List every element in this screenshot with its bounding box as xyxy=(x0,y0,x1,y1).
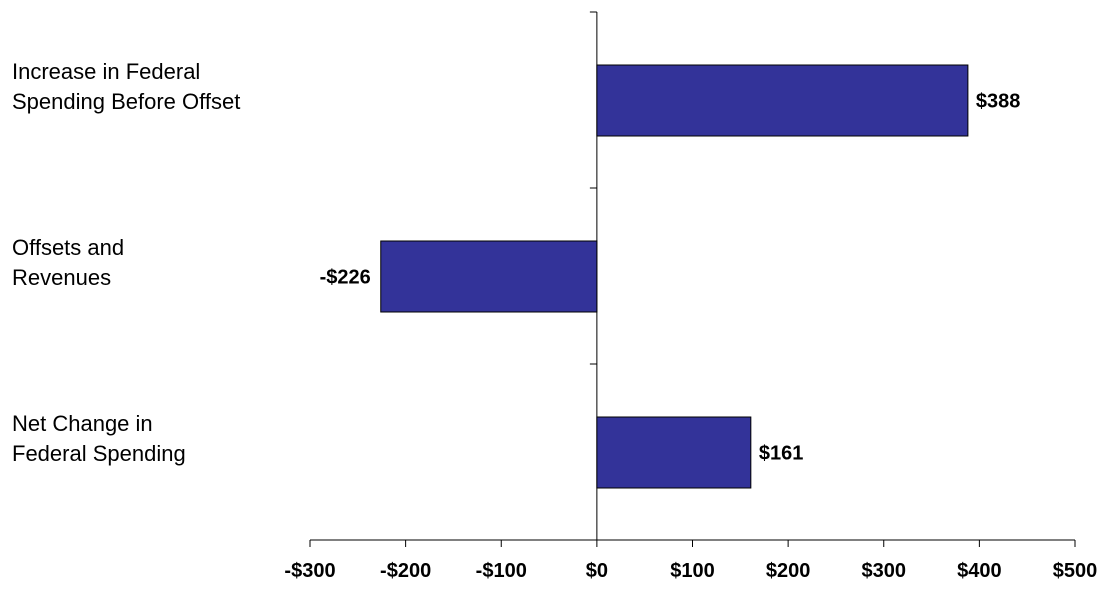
x-tick-label: -$200 xyxy=(380,560,431,582)
category-label: Federal Spending xyxy=(12,441,186,466)
x-tick-label: $300 xyxy=(862,560,907,582)
category-label: Increase in Federal xyxy=(12,59,200,84)
data-label: -$226 xyxy=(320,267,371,289)
category-label: Revenues xyxy=(12,265,111,290)
x-tick-label: -$300 xyxy=(284,560,335,582)
x-tick-label: $0 xyxy=(586,560,608,582)
x-tick-label: $500 xyxy=(1053,560,1098,582)
x-tick-label: $100 xyxy=(670,560,715,582)
x-tick-label: $200 xyxy=(766,560,811,582)
bar xyxy=(380,240,598,313)
bar xyxy=(596,64,969,137)
bar xyxy=(596,416,752,489)
category-label: Offsets and xyxy=(12,235,124,260)
x-tick-label: $400 xyxy=(957,560,1002,582)
category-label: Net Change in xyxy=(12,411,153,436)
data-label: $388 xyxy=(976,91,1021,113)
data-label: $161 xyxy=(759,443,804,465)
category-label: Spending Before Offset xyxy=(12,89,240,114)
x-tick-label: -$100 xyxy=(476,560,527,582)
